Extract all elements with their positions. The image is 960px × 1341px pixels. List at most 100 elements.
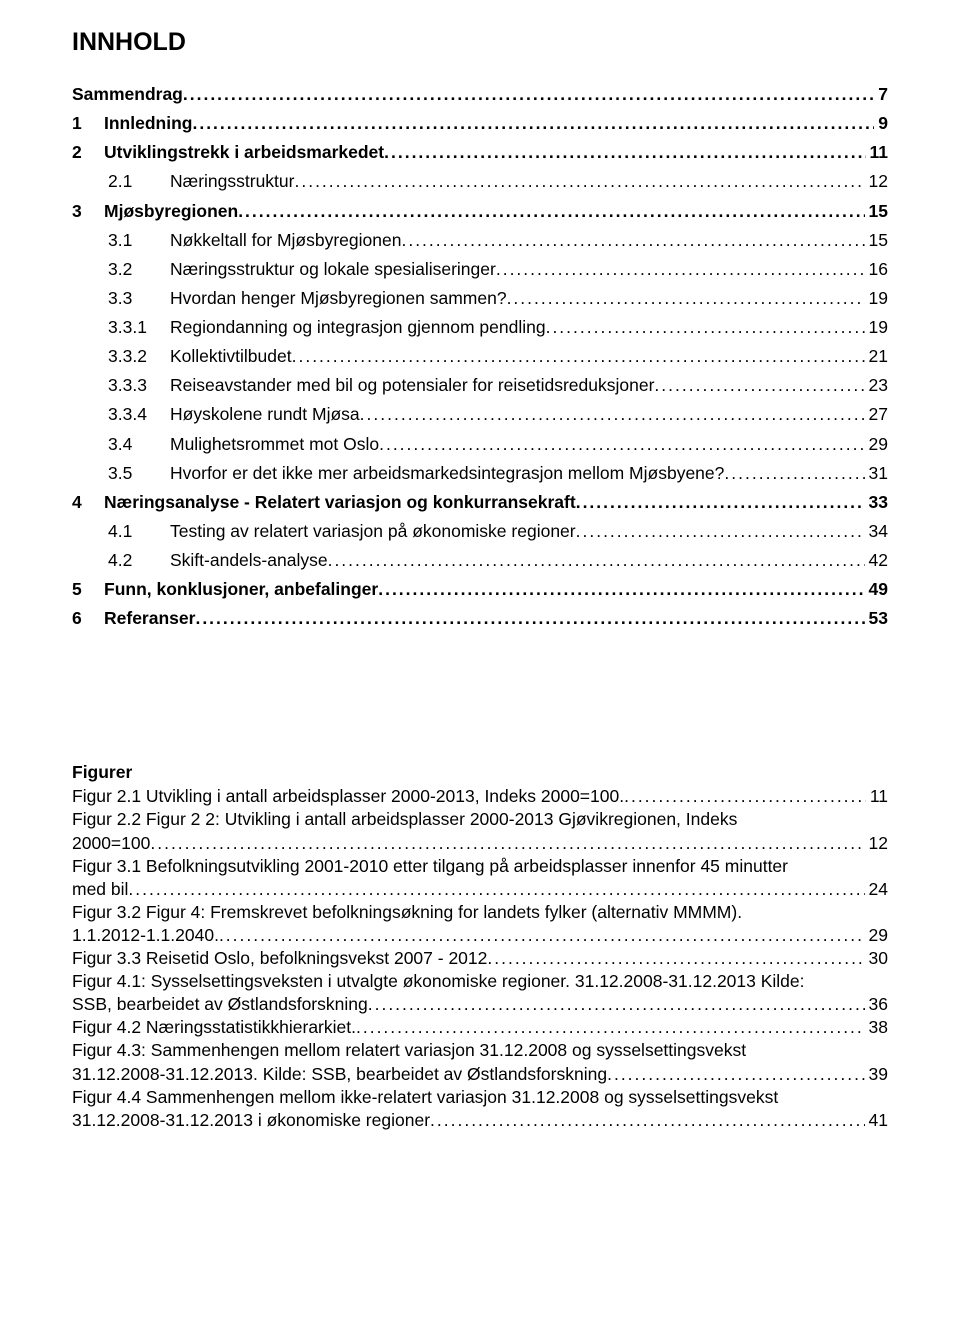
toc-entry-text: Nøkkeltall for Mjøsbyregionen bbox=[170, 230, 401, 250]
toc-entry-text: Næringsanalyse - Relatert variasjon og k… bbox=[104, 492, 576, 512]
figures-list: Figur 2.1 Utvikling i antall arbeidsplas… bbox=[72, 785, 888, 1131]
toc-entry: 3.3.2Kollektivtilbudet .................… bbox=[72, 343, 888, 370]
toc-entry-label: 4Næringsanalyse - Relatert variasjon og … bbox=[72, 489, 576, 516]
toc-dots: ........................................… bbox=[292, 343, 865, 370]
toc-entry: 4Næringsanalyse - Relatert variasjon og … bbox=[72, 489, 888, 516]
figure-entry-text: med bil bbox=[72, 878, 128, 901]
toc-entry-number: 3.3 bbox=[108, 285, 170, 312]
toc-entry: 2.1Næringsstruktur .....................… bbox=[72, 168, 888, 195]
toc-entry-number: 3.3.3 bbox=[108, 372, 170, 399]
toc-entry-page: 53 bbox=[865, 605, 888, 632]
toc-dots: ........................................… bbox=[430, 1109, 865, 1132]
toc-dots: ........................................… bbox=[356, 1016, 865, 1039]
toc-entry: 3.2Næringsstruktur og lokale spesialiser… bbox=[72, 256, 888, 283]
figure-entry-page: 12 bbox=[865, 832, 888, 855]
toc-entry-number: 3.3.2 bbox=[108, 343, 170, 370]
toc-dots: ........................................… bbox=[576, 489, 865, 516]
toc-entry-number: 2.1 bbox=[108, 168, 170, 195]
toc-dots: ........................................… bbox=[576, 518, 865, 545]
toc-entry-text: Funn, konklusjoner, anbefalinger bbox=[104, 579, 378, 599]
toc-entry-label: 3.3.4Høyskolene rundt Mjøsa bbox=[108, 401, 360, 428]
toc-entry-text: Næringsstruktur bbox=[170, 171, 294, 191]
toc-dots: ........................................… bbox=[219, 924, 865, 947]
toc-entry-text: Sammendrag bbox=[72, 84, 183, 104]
figure-entry-text: SSB, bearbeidet av Østlandsforskning bbox=[72, 993, 368, 1016]
figure-entry-line: Figur 3.1 Befolkningsutvikling 2001-2010… bbox=[72, 855, 888, 878]
toc-entry-text: Utviklingstrekk i arbeidsmarkedet bbox=[104, 142, 384, 162]
toc-entry-number: 3.4 bbox=[108, 431, 170, 458]
toc-entry: 3.3.1Regiondanning og integrasjon gjenno… bbox=[72, 314, 888, 341]
toc-entry-number: 4 bbox=[72, 489, 104, 516]
toc-entry-page: 27 bbox=[865, 401, 888, 428]
toc-entry-page: 33 bbox=[865, 489, 888, 516]
toc-entry: 2Utviklingstrekk i arbeidsmarkedet .....… bbox=[72, 139, 888, 166]
table-of-contents: Sammendrag .............................… bbox=[72, 81, 888, 632]
figure-entry-lastline: Figur 3.3 Reisetid Oslo, befolkningsveks… bbox=[72, 947, 888, 970]
figure-entry-line: Figur 4.1: Sysselsettingsveksten i utval… bbox=[72, 970, 888, 993]
figure-entry-page: 11 bbox=[866, 785, 888, 808]
toc-dots: ........................................… bbox=[624, 785, 866, 808]
figure-entry-page: 29 bbox=[865, 924, 888, 947]
toc-entry-text: Hvordan henger Mjøsbyregionen sammen? bbox=[170, 288, 507, 308]
toc-entry-number: 3.3.1 bbox=[108, 314, 170, 341]
figure-entry: Figur 3.3 Reisetid Oslo, befolkningsveks… bbox=[72, 947, 888, 970]
toc-entry: Sammendrag .............................… bbox=[72, 81, 888, 108]
toc-entry: 3Mjøsbyregionen ........................… bbox=[72, 198, 888, 225]
toc-dots: ........................................… bbox=[360, 401, 865, 428]
toc-dots: ........................................… bbox=[368, 993, 865, 1016]
figures-heading: Figurer bbox=[72, 762, 888, 783]
figure-entry-page: 36 bbox=[865, 993, 888, 1016]
toc-dots: ........................................… bbox=[384, 139, 865, 166]
figure-entry-page: 39 bbox=[865, 1063, 888, 1086]
toc-entry-page: 11 bbox=[866, 139, 889, 166]
toc-entry-number: 1 bbox=[72, 110, 104, 137]
toc-dots: ........................................… bbox=[654, 372, 864, 399]
figure-entry-page: 38 bbox=[865, 1016, 888, 1039]
figure-entry-text: Figur 4.2 Næringsstatistikkhierarkiet. bbox=[72, 1016, 356, 1039]
toc-entry-text: Referanser bbox=[104, 608, 195, 628]
figure-entry-text: Figur 2.1 Utvikling i antall arbeidsplas… bbox=[72, 785, 624, 808]
toc-entry: 3.3Hvordan henger Mjøsbyregionen sammen?… bbox=[72, 285, 888, 312]
toc-entry-page: 19 bbox=[865, 285, 888, 312]
figure-entry: Figur 4.4 Sammenhengen mellom ikke-relat… bbox=[72, 1086, 888, 1132]
toc-entry-label: 4.2Skift-andels-analyse bbox=[108, 547, 328, 574]
toc-dots: ........................................… bbox=[379, 431, 864, 458]
toc-entry-text: Reiseavstander med bil og potensialer fo… bbox=[170, 375, 654, 395]
page-title: INNHOLD bbox=[72, 28, 888, 57]
toc-entry: 3.3.4Høyskolene rundt Mjøsa ............… bbox=[72, 401, 888, 428]
toc-entry-page: 21 bbox=[865, 343, 888, 370]
toc-dots: ........................................… bbox=[150, 832, 864, 855]
toc-dots: ........................................… bbox=[401, 227, 864, 254]
toc-dots: ........................................… bbox=[328, 547, 865, 574]
toc-entry-label: 3.2Næringsstruktur og lokale spesialiser… bbox=[108, 256, 496, 283]
toc-dots: ........................................… bbox=[507, 285, 865, 312]
figure-entry-line: Figur 2.2 Figur 2 2: Utvikling i antall … bbox=[72, 808, 888, 831]
toc-entry-page: 49 bbox=[865, 576, 888, 603]
toc-entry-label: 3.1Nøkkeltall for Mjøsbyregionen bbox=[108, 227, 401, 254]
toc-entry: 4.2Skift-andels-analyse ................… bbox=[72, 547, 888, 574]
toc-entry: 4.1Testing av relatert variasjon på økon… bbox=[72, 518, 888, 545]
figure-entry-line: Figur 3.2 Figur 4: Fremskrevet befolknin… bbox=[72, 901, 888, 924]
figure-entry: Figur 2.1 Utvikling i antall arbeidsplas… bbox=[72, 785, 888, 808]
toc-entry-page: 19 bbox=[865, 314, 888, 341]
toc-dots: ........................................… bbox=[128, 878, 864, 901]
toc-entry-number: 2 bbox=[72, 139, 104, 166]
toc-dots: ........................................… bbox=[607, 1063, 864, 1086]
figure-entry-lastline: Figur 2.1 Utvikling i antall arbeidsplas… bbox=[72, 785, 888, 808]
toc-entry-page: 23 bbox=[865, 372, 888, 399]
toc-entry-page: 34 bbox=[865, 518, 888, 545]
toc-entry-label: 3.4Mulighetsrommet mot Oslo bbox=[108, 431, 379, 458]
toc-entry-label: 1Innledning bbox=[72, 110, 192, 137]
figure-entry-lastline: 31.12.2008-31.12.2013. Kilde: SSB, bearb… bbox=[72, 1063, 888, 1086]
figure-entry: Figur 3.1 Befolkningsutvikling 2001-2010… bbox=[72, 855, 888, 901]
toc-entry-text: Skift-andels-analyse bbox=[170, 550, 328, 570]
figure-entry-line: Figur 4.3: Sammenhengen mellom relatert … bbox=[72, 1039, 888, 1062]
figure-entry: Figur 4.2 Næringsstatistikkhierarkiet. .… bbox=[72, 1016, 888, 1039]
toc-dots: ........................................… bbox=[238, 198, 864, 225]
toc-dots: ........................................… bbox=[487, 947, 864, 970]
figure-entry-text: 31.12.2008-31.12.2013. Kilde: SSB, bearb… bbox=[72, 1063, 607, 1086]
figure-entry-lastline: Figur 4.2 Næringsstatistikkhierarkiet. .… bbox=[72, 1016, 888, 1039]
toc-entry: 3.4Mulighetsrommet mot Oslo ............… bbox=[72, 431, 888, 458]
toc-entry-label: 3.3.3Reiseavstander med bil og potensial… bbox=[108, 372, 654, 399]
toc-entry-page: 29 bbox=[865, 431, 888, 458]
